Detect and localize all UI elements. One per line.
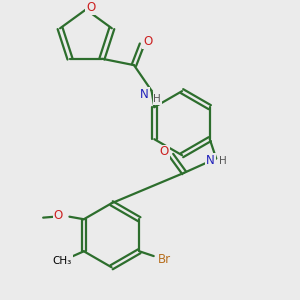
Text: CH₃: CH₃ [52,256,72,266]
Text: N: N [206,154,215,166]
Text: O: O [143,34,152,48]
Text: O: O [86,2,95,14]
Text: N: N [140,88,149,101]
Text: Br: Br [158,253,171,266]
Text: O: O [54,209,63,222]
Text: H: H [154,94,161,104]
Text: O: O [160,146,169,158]
Text: H: H [219,156,227,166]
